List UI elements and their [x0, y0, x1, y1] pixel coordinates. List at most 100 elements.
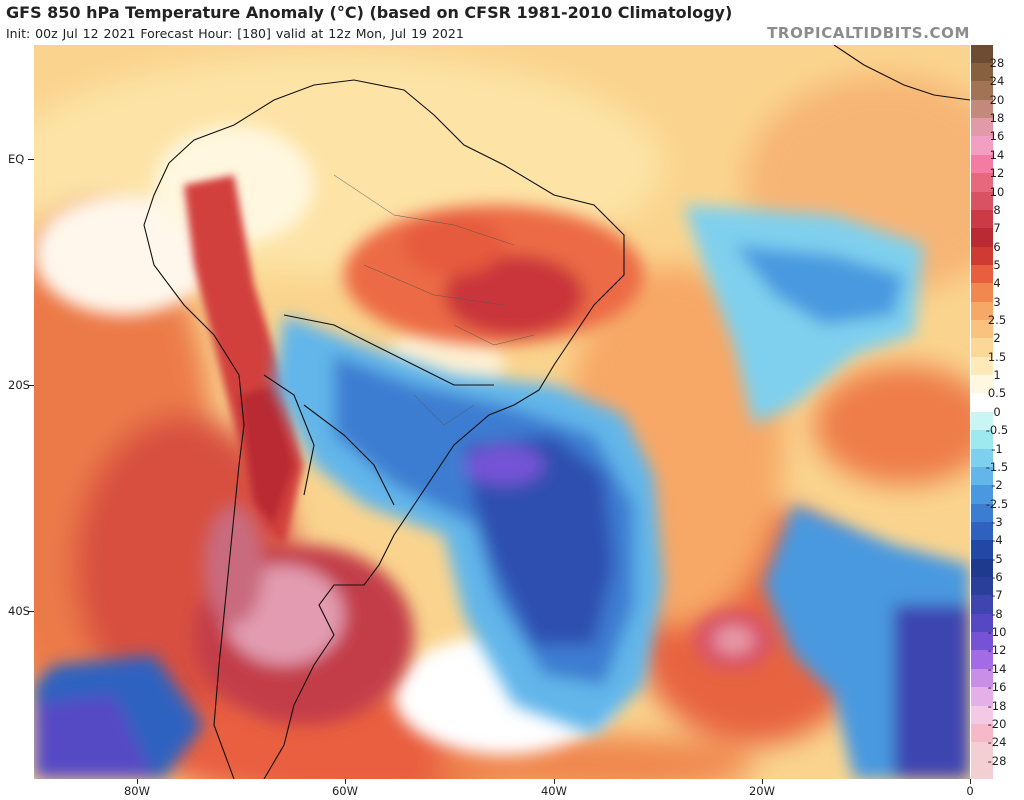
colorbar-segment [971, 503, 993, 523]
colorbar-segment [971, 81, 993, 101]
colorbar-segment [971, 411, 993, 431]
lon-tick [137, 779, 138, 784]
colorbar-label: -1 [991, 441, 1003, 456]
state-borders [333, 174, 535, 426]
colorbar-label: -2 [991, 478, 1003, 493]
lat-tick [28, 385, 34, 386]
colorbar-label: 8 [993, 202, 1001, 217]
colorbar-segment [971, 173, 993, 192]
colorbar-label: -5 [991, 551, 1003, 566]
colorbar-segment [971, 191, 993, 211]
lon-tick [554, 779, 555, 784]
colorbar-label: -2.5 [985, 496, 1009, 511]
colorbar-segment [971, 540, 993, 560]
colorbar-label: 6 [993, 239, 1001, 254]
colorbar-segment [971, 301, 993, 321]
colorbar-segment [971, 283, 993, 303]
lon-label-60w: 60W [331, 784, 359, 798]
colorbar-label: -10 [987, 625, 1007, 640]
colorbar-label: -1.5 [985, 459, 1009, 474]
colorbar-segment [971, 650, 993, 670]
lat-tick [28, 159, 34, 160]
colorbar-label: -0.5 [985, 423, 1009, 438]
colorbar-label: -12 [987, 643, 1007, 658]
colorbar-label: 2.5 [987, 313, 1007, 328]
colorbar-label: -24 [987, 735, 1007, 750]
colorbar-segment [971, 320, 993, 339]
colorbar-label: -4 [991, 533, 1003, 548]
colorbar-label: -14 [987, 661, 1007, 676]
colorbar-segment [971, 209, 993, 229]
lon-tick [345, 779, 346, 784]
colorbar-label: 24 [989, 74, 1005, 89]
colorbar-segment [971, 338, 993, 358]
colorbar-segment [971, 246, 993, 266]
colorbar-top-segment [971, 45, 993, 63]
colorbar-label: 5 [993, 257, 1001, 272]
colorbar [971, 45, 993, 780]
site-brand: TROPICALTIDBITS.COM [767, 24, 970, 42]
colorbar-label: 7 [993, 221, 1001, 236]
anomaly-field [34, 45, 970, 779]
lon-label-80w: 80W [123, 784, 151, 798]
colorbar-segment [971, 466, 993, 486]
colorbar-segment [971, 136, 993, 156]
colorbar-label: -7 [991, 588, 1003, 603]
chart-title: GFS 850 hPa Temperature Anomaly (°C) (ba… [6, 3, 733, 22]
colorbar-segment [971, 595, 993, 615]
colorbar-segment [971, 393, 993, 413]
colorbar-segment [971, 558, 993, 578]
lat-label-eq: EQ [8, 152, 25, 166]
lat-tick [28, 611, 34, 612]
lon-label-40w: 40W [540, 784, 568, 798]
colorbar-segment [971, 723, 993, 743]
colorbar-segment [971, 687, 993, 707]
colorbar-label: 2 [993, 331, 1001, 346]
colorbar-segment [971, 356, 993, 376]
colorbar-label: -20 [987, 716, 1007, 731]
colorbar-segment [971, 264, 993, 284]
lat-label-20s: 20S [8, 378, 30, 392]
colorbar-label: 18 [989, 111, 1005, 126]
colorbar-label: 12 [989, 166, 1005, 181]
lon-tick [762, 779, 763, 784]
colorbar-segment [971, 118, 993, 137]
anomaly-map [34, 45, 970, 779]
colorbar-label: 16 [989, 129, 1005, 144]
colorbar-label: -8 [991, 606, 1003, 621]
colorbar-segment [971, 632, 993, 651]
colorbar-label: -16 [987, 680, 1007, 695]
colorbar-segment [971, 668, 993, 688]
colorbar-segment [971, 577, 993, 596]
lon-label-0: 0 [966, 784, 974, 798]
lat-label-40s: 40S [8, 604, 30, 618]
colorbar-label: -6 [991, 570, 1003, 585]
colorbar-label: 1.5 [987, 349, 1007, 364]
colorbar-label: 4 [993, 276, 1001, 291]
colorbar-segment [971, 99, 993, 119]
colorbar-label: 14 [989, 147, 1005, 162]
colorbar-segment [971, 742, 993, 762]
lon-label-20w: 20W [748, 784, 776, 798]
lon-tick [970, 779, 971, 784]
colorbar-segment [971, 448, 993, 468]
colorbar-segment [971, 430, 993, 450]
colorbar-label: -28 [987, 753, 1007, 768]
colorbar-label: 3 [993, 294, 1001, 309]
colorbar-label: 28 [989, 56, 1005, 70]
colorbar-segment [971, 375, 993, 394]
forecast-info: Init: 00z Jul 12 2021 Forecast Hour: [18… [6, 26, 464, 41]
colorbar-label: 10 [989, 184, 1005, 199]
colorbar-segment [971, 63, 993, 82]
colorbar-segment [971, 760, 993, 780]
colorbar-segment [971, 705, 993, 725]
colorbar-label: 20 [989, 92, 1005, 107]
colorbar-label: -3 [991, 514, 1003, 529]
colorbar-segment [971, 521, 993, 541]
colorbar-label: 1 [993, 368, 1001, 383]
colorbar-label: 0 [993, 404, 1001, 419]
colorbar-segment [971, 228, 993, 248]
colorbar-segment [971, 613, 993, 633]
colorbar-segment [971, 485, 993, 505]
colorbar-label: -18 [987, 698, 1007, 713]
